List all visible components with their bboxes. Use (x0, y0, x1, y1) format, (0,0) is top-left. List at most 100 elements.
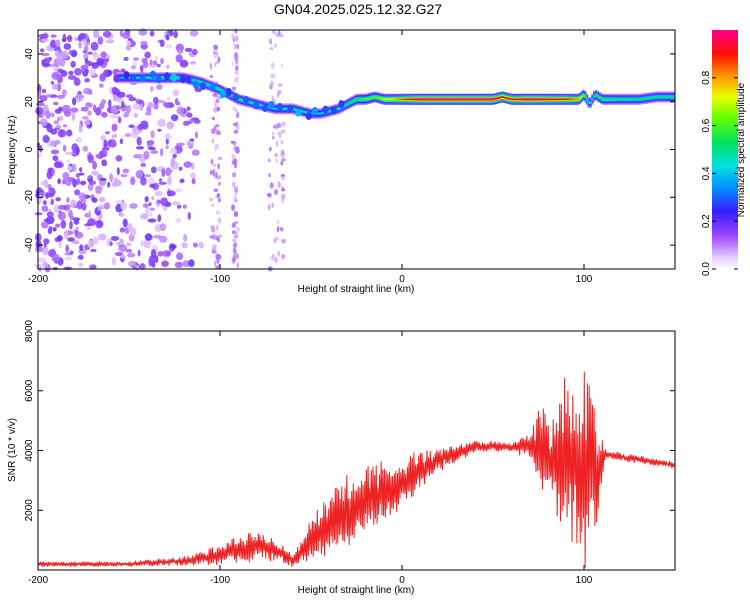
ridge-cell (119, 76, 123, 79)
noise-speckle (39, 48, 45, 53)
ridge-cell (329, 110, 332, 112)
noise-speckle (267, 158, 271, 162)
noise-speckle (213, 188, 219, 192)
ridge-cell (220, 89, 223, 92)
noise-speckle (150, 249, 157, 258)
noise-speckle (109, 173, 113, 182)
ridge-cell (429, 98, 432, 101)
ridge-cell (438, 98, 441, 101)
ridge-cell (505, 97, 508, 100)
noise-speckle (176, 106, 185, 115)
noise-speckle (213, 44, 219, 51)
ridge-cell (345, 103, 348, 106)
ridge-cell (423, 98, 427, 101)
noise-speckle (116, 91, 126, 98)
noise-speckle (90, 248, 97, 253)
ridge-cell (549, 98, 552, 101)
noise-speckle (157, 251, 164, 257)
noise-speckle (42, 134, 50, 143)
ridge-cell (665, 96, 669, 98)
ridge-cell (604, 98, 607, 101)
x-tick-label: 100 (576, 575, 593, 586)
noise-speckle (91, 197, 98, 203)
noise-speckle (38, 153, 42, 158)
noise-speckle (158, 181, 167, 185)
noise-speckle (166, 121, 174, 130)
noise-speckle (64, 256, 73, 261)
noise-speckle (57, 211, 66, 221)
ridge-cell (569, 98, 572, 101)
noise-speckle (35, 106, 44, 115)
ridge-cell (352, 99, 356, 102)
ridge-cell (300, 110, 303, 112)
ridge-cell (425, 98, 428, 101)
noise-speckle (111, 123, 118, 132)
noise-speckle (275, 158, 278, 163)
ridge-blob (163, 72, 170, 81)
ridge-cell (660, 96, 663, 98)
ridge-cell (534, 98, 538, 101)
ridge-cell (283, 107, 286, 110)
noise-speckle (59, 128, 64, 138)
noise-speckle (118, 244, 127, 252)
ridge-cell (636, 98, 639, 101)
noise-speckle (156, 63, 161, 68)
ridge-cell (553, 98, 556, 101)
noise-speckle (114, 251, 124, 257)
ridge-cell (316, 112, 319, 115)
noise-speckle (192, 242, 199, 248)
noise-speckle (107, 181, 111, 188)
noise-speckle (62, 179, 66, 185)
ridge-cell (593, 95, 596, 98)
noise-speckle (112, 256, 116, 266)
ridge-cell (442, 98, 445, 101)
ridge-cell (416, 98, 419, 101)
noise-speckle (142, 203, 149, 208)
noise-speckle (234, 213, 238, 218)
ridge-cell (443, 98, 447, 101)
noise-speckle (50, 198, 54, 206)
ridge-blob (253, 101, 259, 110)
noise-speckle (211, 116, 215, 121)
noise-speckle (66, 159, 70, 163)
noise-speckle (69, 250, 74, 255)
ridge-cell (662, 96, 665, 98)
ridge-cell (169, 76, 172, 79)
snr-y-ticks: 2000 4000 6000 8000 (24, 319, 675, 521)
noise-speckle (163, 101, 168, 108)
ridge-cell (369, 97, 372, 100)
noise-speckle (276, 140, 279, 147)
noise-speckle (125, 40, 132, 46)
noise-speckle (119, 255, 127, 259)
noise-speckle (105, 39, 115, 44)
ridge-cell (596, 95, 599, 98)
noise-speckle (150, 85, 154, 92)
noise-speckle (140, 162, 146, 167)
noise-speckle (272, 30, 276, 34)
noise-speckle (233, 43, 236, 50)
ridge-cell (589, 101, 592, 104)
ridge-cell (633, 98, 636, 101)
noise-speckle (266, 193, 272, 197)
noise-speckle (175, 218, 182, 223)
noise-speckle (145, 205, 150, 214)
ridge-cell (387, 98, 390, 101)
noise-speckle (232, 257, 236, 263)
ridge-cell (605, 98, 609, 101)
ridge-cell (372, 96, 376, 99)
ridge-cell (396, 98, 399, 101)
noise-speckle (126, 242, 132, 247)
noise-speckle (70, 107, 79, 113)
ridge-cell (482, 98, 485, 101)
noise-speckle (183, 234, 188, 242)
noise-speckle (147, 146, 156, 151)
noise-speckle (269, 47, 274, 51)
noise-speckle (210, 158, 214, 165)
ridge-cell (392, 98, 396, 101)
noise-speckle (144, 174, 152, 178)
noise-speckle (84, 78, 90, 83)
noise-speckle (50, 149, 60, 155)
y-tick-label: 40 (24, 48, 35, 60)
noise-speckle (208, 197, 214, 202)
noise-speckle (133, 153, 142, 159)
